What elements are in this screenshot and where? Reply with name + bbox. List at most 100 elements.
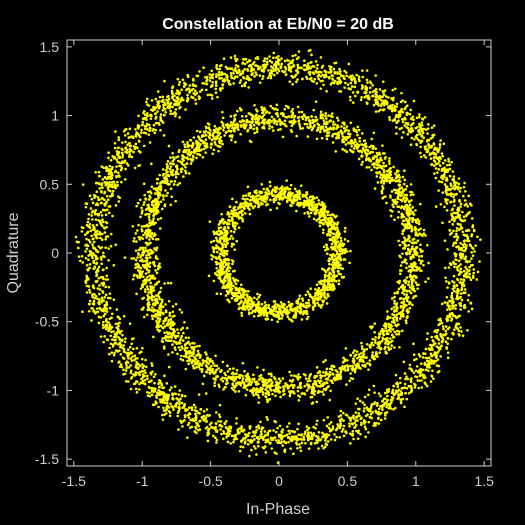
data-point xyxy=(380,191,384,195)
ring-series-1 xyxy=(207,179,352,323)
data-point xyxy=(404,226,407,230)
data-point xyxy=(417,222,421,226)
data-point xyxy=(253,104,256,107)
data-point xyxy=(309,195,313,199)
data-point xyxy=(230,259,234,262)
data-point xyxy=(328,288,332,291)
data-point xyxy=(174,348,177,351)
data-point xyxy=(411,220,414,223)
data-point xyxy=(194,84,198,88)
data-point xyxy=(313,393,316,396)
data-point xyxy=(230,138,233,142)
data-point xyxy=(157,280,161,283)
data-point xyxy=(168,167,172,171)
data-point xyxy=(333,254,337,258)
data-point xyxy=(241,114,244,118)
data-point xyxy=(268,378,272,381)
data-point xyxy=(227,226,230,230)
data-point xyxy=(141,270,144,273)
data-point xyxy=(331,247,334,251)
data-point xyxy=(394,191,398,195)
data-point xyxy=(221,244,224,248)
data-point xyxy=(198,367,202,371)
data-point xyxy=(257,295,261,299)
data-point xyxy=(231,222,235,225)
data-point xyxy=(408,225,412,229)
data-point xyxy=(374,155,378,158)
data-point xyxy=(295,134,299,138)
data-point xyxy=(232,207,236,210)
data-point xyxy=(242,296,245,299)
data-point xyxy=(401,309,405,312)
data-point xyxy=(388,157,391,160)
data-point xyxy=(401,232,404,236)
data-point xyxy=(188,354,192,358)
data-point xyxy=(345,138,348,142)
data-point xyxy=(427,261,430,265)
data-point xyxy=(305,191,308,194)
data-point xyxy=(361,132,364,135)
data-point xyxy=(356,125,360,129)
data-point xyxy=(227,264,230,268)
data-point xyxy=(332,214,336,217)
data-point xyxy=(422,228,426,232)
data-point xyxy=(220,242,224,246)
data-point xyxy=(321,222,325,225)
data-point xyxy=(187,362,190,366)
data-point xyxy=(150,309,153,312)
data-point xyxy=(142,315,146,319)
data-point xyxy=(230,209,233,213)
data-point xyxy=(405,293,409,297)
data-point xyxy=(358,140,361,143)
data-point xyxy=(245,293,248,297)
data-point xyxy=(474,244,477,247)
data-point xyxy=(388,162,391,165)
data-point xyxy=(156,190,159,194)
data-point xyxy=(138,238,142,241)
data-point xyxy=(279,395,282,399)
data-point xyxy=(220,139,223,143)
data-point xyxy=(311,121,315,125)
data-point xyxy=(314,288,317,291)
data-point xyxy=(272,197,276,201)
data-point xyxy=(291,108,295,111)
data-point xyxy=(409,291,413,295)
data-point xyxy=(333,247,337,250)
data-point xyxy=(428,343,432,347)
data-point xyxy=(171,105,174,109)
data-point xyxy=(229,114,233,118)
data-point xyxy=(403,178,407,182)
data-point xyxy=(312,217,316,221)
data-point xyxy=(176,167,179,171)
data-point xyxy=(221,251,224,255)
data-point xyxy=(156,317,159,320)
data-point xyxy=(394,308,398,311)
data-point xyxy=(139,255,142,259)
data-point xyxy=(330,364,334,368)
data-point xyxy=(336,262,340,265)
data-point xyxy=(266,203,269,206)
data-point xyxy=(324,377,328,381)
data-point xyxy=(192,155,195,159)
data-point xyxy=(144,371,147,375)
data-point xyxy=(369,412,373,416)
data-point xyxy=(316,128,320,132)
data-point xyxy=(247,382,251,385)
data-point xyxy=(231,262,234,266)
data-point xyxy=(176,414,180,418)
data-point xyxy=(361,160,364,164)
data-point xyxy=(183,143,186,146)
data-point xyxy=(101,218,104,222)
data-point xyxy=(257,314,260,318)
data-point xyxy=(207,123,211,126)
data-point xyxy=(370,326,373,330)
data-point xyxy=(287,311,291,314)
data-point xyxy=(385,332,389,336)
data-point xyxy=(220,237,223,240)
data-point xyxy=(208,360,212,363)
data-point xyxy=(220,212,223,216)
data-point xyxy=(212,148,216,152)
data-point xyxy=(311,118,314,122)
data-point xyxy=(336,76,339,80)
data-point xyxy=(243,212,247,215)
